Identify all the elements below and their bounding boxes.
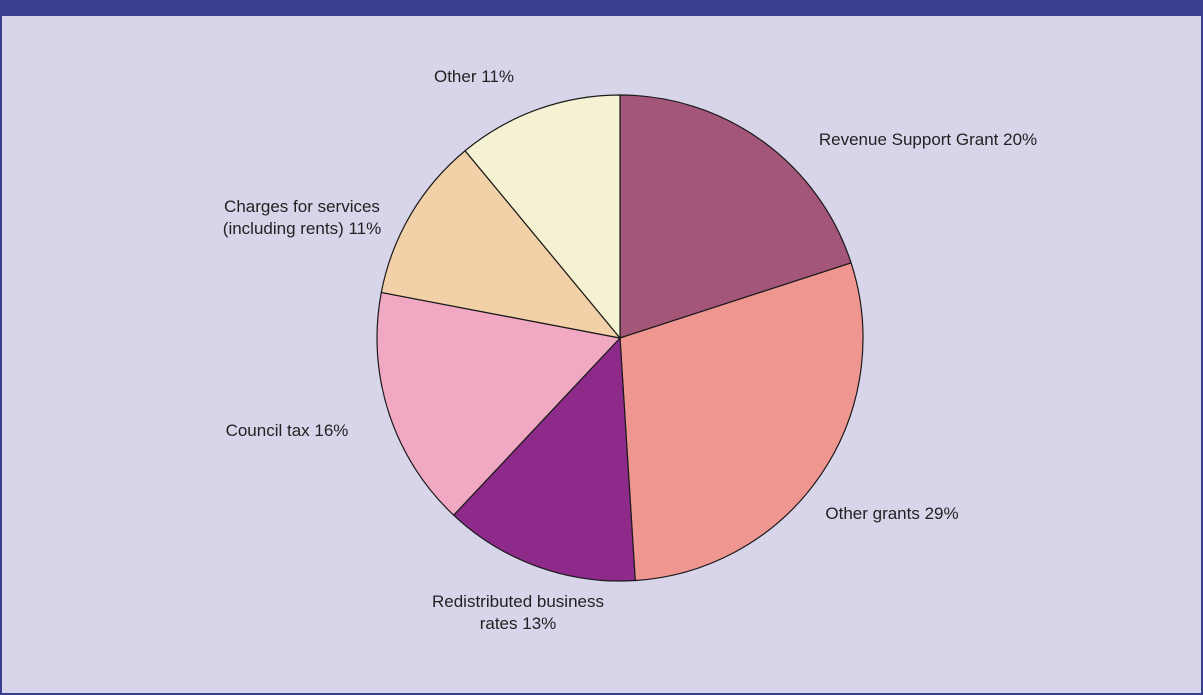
pie-slice-5 (464, 94, 621, 340)
pie-slice-2 (452, 336, 636, 582)
slice-label-5: Other 11% (434, 67, 514, 86)
slice-label-line: (including rents) 11% (223, 219, 381, 238)
pie-slice-0 (619, 94, 852, 339)
pie-slice-3 (376, 291, 622, 516)
slice-label-2: Redistributed business rates 13% (432, 592, 604, 633)
top-bar (0, 0, 1203, 16)
slice-label-line: Council tax 16% (226, 421, 349, 440)
pie-slices (376, 94, 864, 582)
slice-label-line: Other grants 29% (825, 504, 958, 523)
slice-label-3: Council tax 16% (226, 421, 349, 440)
slice-label-line: Charges for services (224, 197, 380, 216)
slice-label-line: Other 11% (434, 67, 514, 86)
slice-label-1: Other grants 29% (825, 504, 958, 523)
slice-label-line: Redistributed business (432, 592, 604, 611)
pie-labels: Revenue Support Grant 20% Other grants 29… (223, 67, 1037, 633)
slice-label-line: rates 13% (480, 614, 557, 633)
slice-label-line: Revenue Support Grant 20% (819, 130, 1037, 149)
pie-slice-4 (380, 149, 622, 339)
slice-label-0: Revenue Support Grant 20% (819, 130, 1037, 149)
slice-label-4: Charges for services (including rents) 11… (223, 197, 381, 238)
pie-slice-1 (619, 262, 864, 582)
